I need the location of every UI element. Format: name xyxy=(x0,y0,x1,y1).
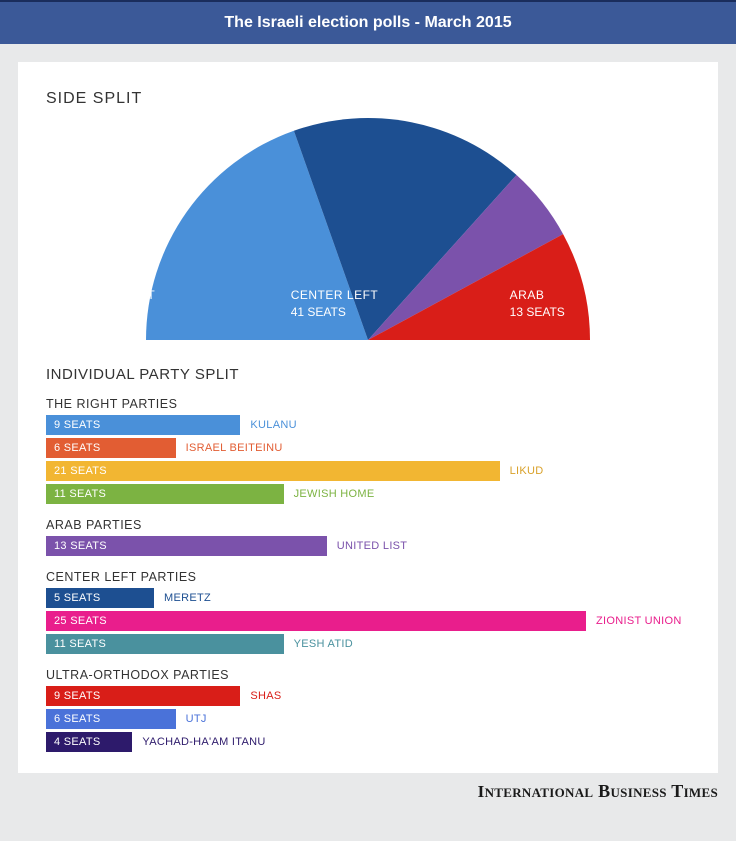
party-label: SHAS xyxy=(240,690,281,702)
bar-row: 25 SEATSZIONIST UNION xyxy=(46,611,690,631)
bar-row: 6 SEATSISRAEL BEITEINU xyxy=(46,438,690,458)
party-label: JEWISH HOME xyxy=(284,488,375,500)
brand-rest: nternational Business Times xyxy=(485,781,718,801)
seat-bar: 13 SEATS xyxy=(46,536,327,556)
party-label: UTJ xyxy=(176,713,207,725)
seat-bar: 9 SEATS xyxy=(46,686,240,706)
group-title: THE RIGHT PARTIES xyxy=(46,397,690,411)
group-title: ULTRA-ORTHODOX PARTIES xyxy=(46,668,690,682)
header-title: The Israeli election polls - March 2015 xyxy=(224,14,511,31)
bar-row: 21 SEATSLIKUD xyxy=(46,461,690,481)
seat-bar: 5 SEATS xyxy=(46,588,154,608)
seat-bar: 11 SEATS xyxy=(46,484,284,504)
party-label: KULANU xyxy=(240,419,296,431)
seat-bar: 11 SEATS xyxy=(46,634,284,654)
party-groups: THE RIGHT PARTIES9 SEATSKULANU6 SEATSISR… xyxy=(46,397,690,752)
page-header: The Israeli election polls - March 2015 xyxy=(0,0,736,44)
hemicycle-chart: THE RIGHT47 SEATSCENTER LEFT41 SEATSARAB… xyxy=(46,114,690,344)
seat-bar: 6 SEATS xyxy=(46,709,176,729)
seat-bar: 4 SEATS xyxy=(46,732,132,752)
seat-bar: 25 SEATS xyxy=(46,611,586,631)
bar-row: 13 SEATSUNITED LIST xyxy=(46,536,690,556)
bar-row: 11 SEATSJEWISH HOME xyxy=(46,484,690,504)
party-label: YESH ATID xyxy=(284,638,353,650)
party-label: LIKUD xyxy=(500,465,544,477)
bar-row: 11 SEATSYESH ATID xyxy=(46,634,690,654)
seat-bar: 6 SEATS xyxy=(46,438,176,458)
bar-row: 9 SEATSSHAS xyxy=(46,686,690,706)
group-title: CENTER LEFT PARTIES xyxy=(46,570,690,584)
party-label: YACHAD-HA'AM ITANU xyxy=(132,736,265,748)
chart-card: SIDE SPLIT THE RIGHT47 SEATSCENTER LEFT4… xyxy=(18,62,718,773)
bar-row: 9 SEATSKULANU xyxy=(46,415,690,435)
seat-bar: 9 SEATS xyxy=(46,415,240,435)
party-label: MERETZ xyxy=(154,592,211,604)
bar-row: 4 SEATSYACHAD-HA'AM ITANU xyxy=(46,732,690,752)
brand-first: I xyxy=(478,782,485,801)
party-label: UNITED LIST xyxy=(327,540,408,552)
party-label: ZIONIST UNION xyxy=(586,615,682,627)
group-title: ARAB PARTIES xyxy=(46,518,690,532)
bar-row: 6 SEATSUTJ xyxy=(46,709,690,729)
side-split-title: SIDE SPLIT xyxy=(46,90,690,108)
hemicycle-svg xyxy=(46,114,690,344)
bar-row: 5 SEATSMERETZ xyxy=(46,588,690,608)
party-label: ISRAEL BEITEINU xyxy=(176,442,283,454)
seat-bar: 21 SEATS xyxy=(46,461,500,481)
footer-brand: International Business Times xyxy=(0,781,736,816)
individual-title: INDIVIDUAL PARTY SPLIT xyxy=(46,366,690,383)
